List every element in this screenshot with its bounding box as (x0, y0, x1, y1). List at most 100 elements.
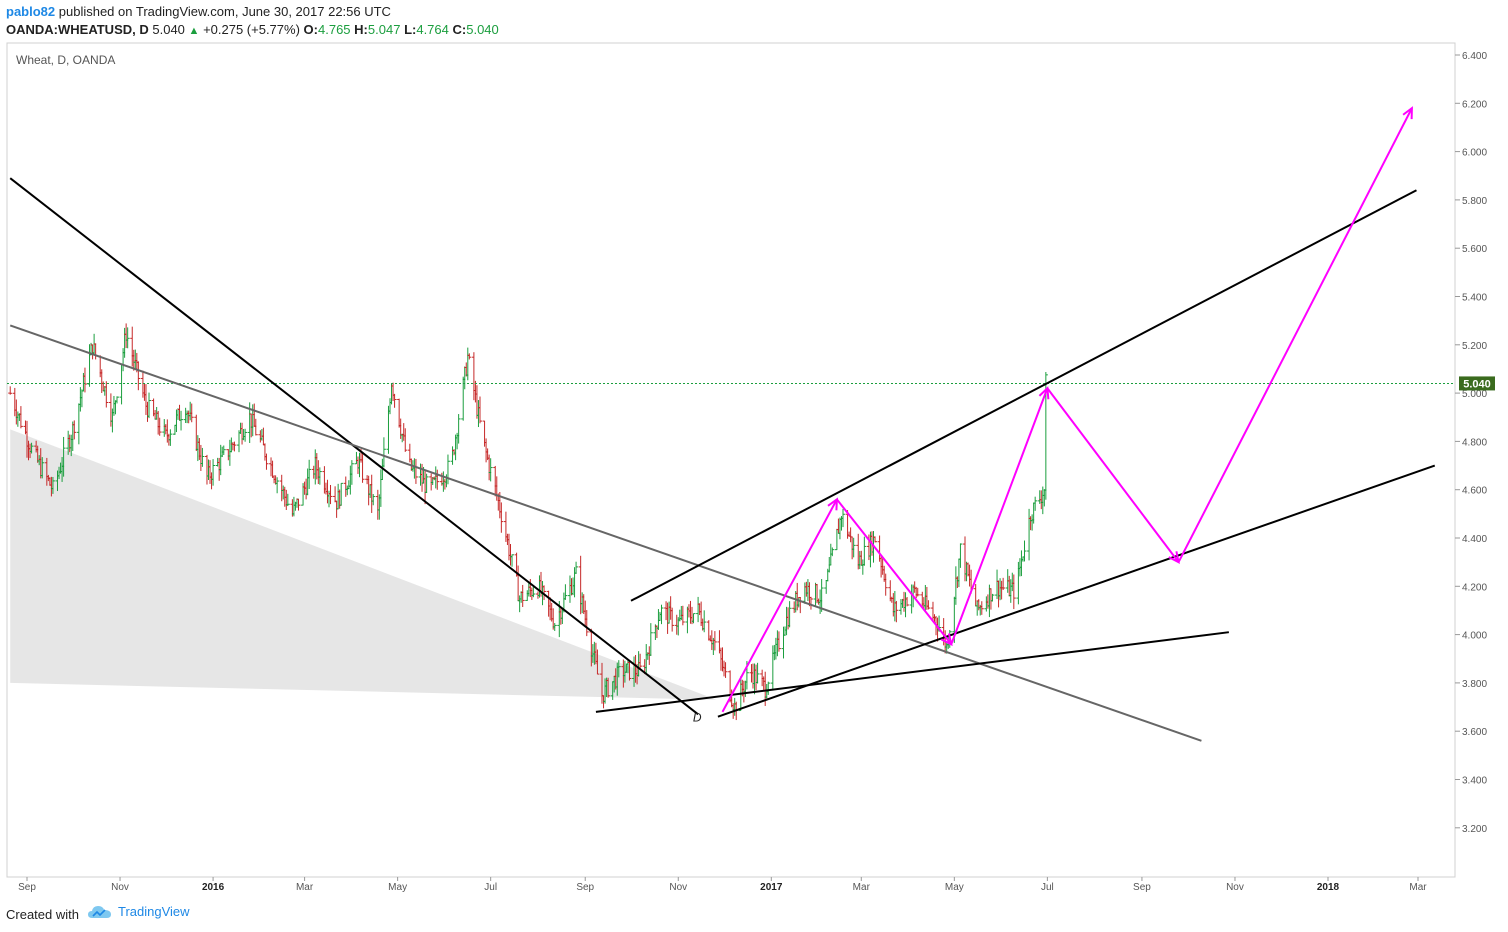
ohlc-bar (552, 623, 557, 631)
ohlc-bar (574, 561, 579, 574)
ohlc-bar (488, 458, 493, 482)
ohlc-bar (232, 441, 237, 452)
ohlc-bar (424, 473, 429, 494)
y-tick-label: 5.000 (1462, 389, 1487, 400)
ohlc-bar (403, 428, 408, 452)
ohlc-bar (531, 586, 536, 598)
x-tick-label: 2018 (1317, 882, 1340, 893)
ohlc-bar (1011, 574, 1016, 610)
ohlc-bar (840, 508, 845, 528)
ohlc-bar (114, 396, 119, 404)
x-tick-label: Jul (484, 882, 497, 893)
ohlc-bar (189, 403, 194, 423)
ohlc-bar (61, 436, 66, 477)
high-label: H: (354, 22, 368, 37)
ohlc-bar (905, 597, 910, 607)
ohlc-bar (221, 445, 226, 456)
publish-line: pablo82 published on TradingView.com, Ju… (6, 4, 391, 19)
ohlc-bar (606, 677, 611, 698)
ohlc-bar (307, 459, 312, 490)
trendlines (9, 177, 1436, 742)
ohlc-bar (926, 600, 931, 610)
x-tick-label: Sep (576, 882, 594, 893)
y-tick-label: 4.200 (1462, 582, 1487, 593)
ohlc-bar (328, 484, 333, 505)
ohlc-bar (179, 410, 184, 431)
point-label-d: D (693, 711, 702, 725)
ohlc-bar (200, 447, 205, 467)
ohlc-bar (510, 554, 515, 567)
ohlc-bar (584, 610, 589, 637)
ohlc-bar (723, 662, 728, 678)
ohlc-bar (648, 623, 653, 656)
y-tick-label: 4.400 (1462, 534, 1487, 545)
ohlc-bar (627, 661, 632, 681)
open-label: O: (303, 22, 318, 37)
shaded-wedge-area (10, 429, 717, 700)
ohlc-bar (50, 476, 55, 494)
footer: Created with TradingView (0, 898, 1508, 932)
ohlc-bar (595, 649, 600, 675)
ohlc-bar (766, 681, 771, 695)
ohlc-bar (659, 604, 664, 625)
ohlc-bar (702, 610, 707, 633)
ohlc-bar (29, 442, 34, 454)
published-text: published on TradingView.com, June 30, 2… (58, 4, 391, 19)
ohlc-bar (296, 498, 301, 511)
y-tick-label: 6.400 (1462, 51, 1487, 62)
trendline[interactable] (717, 464, 1436, 718)
ohlc-bar (360, 451, 365, 483)
plot-area[interactable] (6, 42, 1456, 878)
ohlc-bar (873, 536, 878, 543)
ohlc-bar (616, 660, 621, 678)
ohlc-bar (542, 585, 547, 601)
y-tick-label: 3.600 (1462, 727, 1487, 738)
ohlc-bar (776, 631, 781, 652)
trendline[interactable] (595, 631, 1229, 713)
up-triangle-icon: ▲ (188, 25, 200, 37)
tradingview-brand-link[interactable]: TradingView (88, 904, 190, 919)
y-axis: 6.400 6.200 6.000 5.800 5.600 5.400 5.200 5.000… (1455, 51, 1487, 835)
x-tick-label: May (945, 882, 964, 893)
ohlc-bar (136, 361, 141, 391)
trendline[interactable] (630, 189, 1417, 602)
y-tick-label: 6.200 (1462, 99, 1487, 110)
ohlc-bar (104, 381, 109, 408)
x-tick-label: Sep (18, 882, 36, 893)
ohlc-bar (147, 392, 152, 419)
x-tick-label: Nov (1226, 882, 1244, 893)
header-bar: pablo82 published on TradingView.com, Ju… (0, 0, 1508, 40)
ohlc-bar (339, 482, 344, 506)
ohlc-bar (371, 494, 376, 506)
ohlc-bar (808, 596, 813, 610)
x-tick-label: Mar (296, 882, 314, 893)
ohlc-bar (787, 601, 792, 628)
y-tick-label: 4.600 (1462, 486, 1487, 497)
chart-title: Wheat, D, OANDA (16, 53, 115, 67)
ohlc-bar (712, 631, 717, 651)
created-with-label: Created with (6, 907, 79, 922)
open-value: 4.765 (318, 22, 351, 37)
current-price-badge: 5.040 (1459, 376, 1495, 391)
author-link[interactable]: pablo82 (6, 4, 56, 19)
ohlc-bar (8, 386, 13, 395)
ohlc-bar (883, 573, 888, 596)
ohlc-bar (125, 327, 130, 349)
ohlc-bar (317, 467, 322, 485)
x-tick-label: Mar (1409, 882, 1427, 893)
ohlc-bar (253, 418, 258, 436)
ohlc-bar (392, 393, 397, 408)
ohlc-bar (285, 493, 290, 507)
x-axis: Sep Nov 2016 Mar May Jul Sep Nov 2017 Mar May Jul Se… (18, 877, 1427, 893)
ohlc-bar (168, 429, 173, 446)
price-chart[interactable]: D Wheat, D, OANDA 6.400 6.200 6.000 5.800 5.… (0, 0, 1508, 898)
ohlc-bar (1022, 540, 1027, 562)
high-value: 5.047 (367, 22, 401, 37)
projection-arrow[interactable] (1177, 106, 1413, 563)
trendline[interactable] (9, 324, 1202, 742)
ohlc-bar (211, 459, 216, 486)
ohlc-bar (851, 537, 856, 558)
ohlc-bar (563, 584, 568, 600)
ohlc-bar (381, 437, 386, 468)
ohlc-bar (990, 593, 995, 602)
